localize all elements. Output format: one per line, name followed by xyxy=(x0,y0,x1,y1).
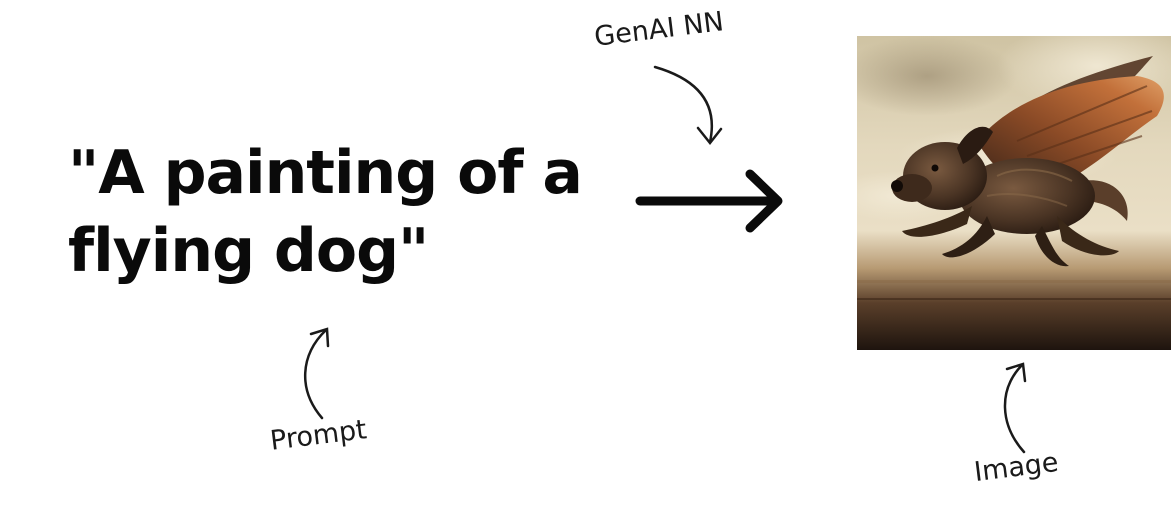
main-arrow-icon xyxy=(635,169,783,233)
generated-image xyxy=(857,36,1171,350)
image-curved-arrow-icon xyxy=(1003,362,1027,454)
prompt-line-2: flying dog" xyxy=(68,216,429,286)
prompt-text: "A painting of a flying dog" xyxy=(68,134,628,290)
prompt-curved-arrow-icon xyxy=(303,327,330,420)
genai-curved-arrow-icon xyxy=(653,65,723,146)
prompt-line-1: "A painting of a xyxy=(68,138,583,208)
